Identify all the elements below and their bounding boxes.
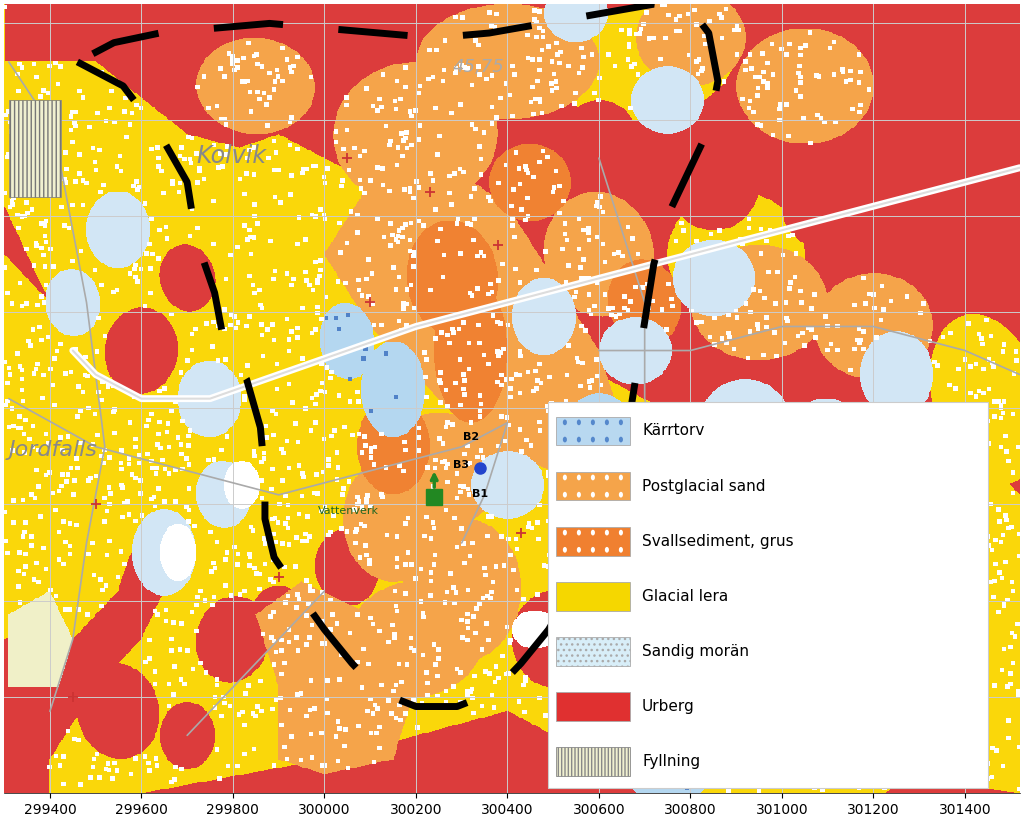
Text: 45,75: 45,75 bbox=[453, 57, 504, 76]
Text: B3: B3 bbox=[454, 461, 469, 470]
Text: Fyllning: Fyllning bbox=[642, 754, 700, 769]
Text: B2: B2 bbox=[463, 432, 478, 442]
Text: Svallsediment, grus: Svallsediment, grus bbox=[642, 534, 794, 548]
Text: Glacial lera: Glacial lera bbox=[642, 589, 728, 603]
Text: Jordfalls: Jordfalls bbox=[9, 440, 97, 461]
Text: Urberg: Urberg bbox=[642, 699, 695, 714]
Text: Postglacial sand: Postglacial sand bbox=[642, 479, 766, 493]
Text: Kärrtorv: Kärrtorv bbox=[642, 424, 705, 438]
Text: Sandig morän: Sandig morän bbox=[642, 644, 749, 659]
Text: B1: B1 bbox=[472, 489, 487, 499]
Bar bbox=[9, 100, 61, 196]
Text: Vattenverk: Vattenverk bbox=[317, 506, 379, 516]
Text: Kolvik: Kolvik bbox=[197, 144, 266, 168]
